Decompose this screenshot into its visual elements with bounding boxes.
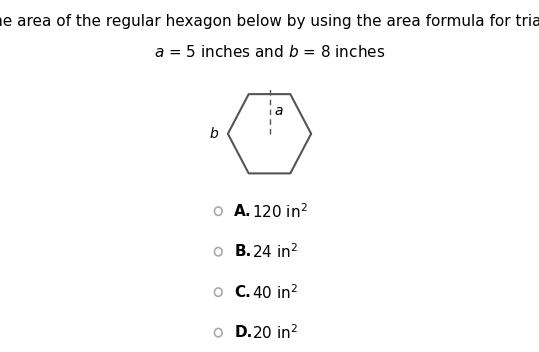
Text: B.: B.: [234, 244, 252, 259]
Text: a: a: [274, 104, 283, 118]
Text: 120 in$^2$: 120 in$^2$: [252, 202, 308, 221]
Text: 20 in$^2$: 20 in$^2$: [252, 323, 298, 342]
Text: 40 in$^2$: 40 in$^2$: [252, 283, 298, 302]
Text: $a$ = 5 inches and $b$ = 8 inches: $a$ = 5 inches and $b$ = 8 inches: [154, 44, 385, 60]
Text: A.: A.: [234, 204, 252, 219]
Text: D.: D.: [234, 325, 253, 340]
Text: Find the area of the regular hexagon below by using the area formula for triangl: Find the area of the regular hexagon bel…: [0, 14, 539, 29]
Text: 24 in$^2$: 24 in$^2$: [252, 242, 298, 261]
Text: b: b: [210, 127, 218, 141]
Text: C.: C.: [234, 285, 251, 300]
